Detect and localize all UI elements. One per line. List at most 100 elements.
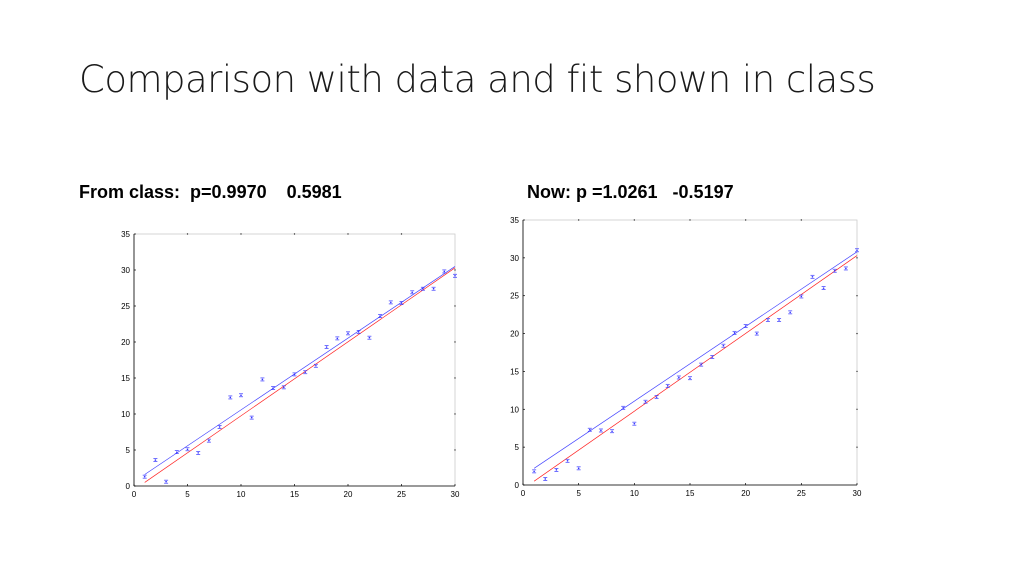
left-fit-line-red xyxy=(144,267,456,483)
left-x-tick-label: 0 xyxy=(132,490,137,499)
right-data-point xyxy=(543,477,548,481)
left-plot-frame xyxy=(133,233,456,487)
left-data-point xyxy=(378,314,383,318)
left-data-point xyxy=(346,331,350,336)
left-data-point xyxy=(367,335,372,340)
right-data-point xyxy=(732,330,737,335)
right-data-point xyxy=(743,324,748,328)
right-data-point xyxy=(855,248,859,253)
left-y-tick-label: 10 xyxy=(121,410,130,419)
left-x-tick-label: 15 xyxy=(290,490,299,499)
right-data-point xyxy=(821,286,826,290)
left-data-point xyxy=(217,425,222,429)
left-data-point xyxy=(442,269,447,274)
right-fit-line-blue xyxy=(533,251,858,469)
left-x-tick-label: 5 xyxy=(185,490,190,499)
right-x-tick-label: 20 xyxy=(741,489,750,498)
left-data-point xyxy=(399,301,404,305)
right-data-point xyxy=(532,469,537,474)
right-plot-frame xyxy=(522,219,858,486)
left-data-point xyxy=(281,385,286,390)
left-data-point xyxy=(239,393,243,398)
left-data-point xyxy=(249,415,254,420)
right-data-point xyxy=(665,383,670,388)
left-y-tick-label: 15 xyxy=(121,374,130,383)
left-y-tick-label: 20 xyxy=(121,338,130,347)
right-fit-line-red xyxy=(533,255,858,482)
left-top-tick-mark xyxy=(347,233,349,235)
right-data-point xyxy=(788,310,793,315)
left-top-tick-mark xyxy=(293,233,296,235)
left-x-tick-label: 20 xyxy=(344,490,353,499)
left-data-point xyxy=(420,286,425,291)
left-x-tick-label: 30 xyxy=(451,490,460,499)
left-data-point xyxy=(271,386,276,390)
right-top-tick-mark xyxy=(689,219,691,221)
right-y-tick-label: 20 xyxy=(510,330,519,339)
left-fit-line-blue xyxy=(144,266,456,475)
right-y-tick-label: 25 xyxy=(510,292,519,301)
right-right-tick-mark xyxy=(856,257,858,259)
left-data-point xyxy=(174,450,179,455)
right-x-tick-label: 15 xyxy=(686,489,695,498)
right-top-tick-mark xyxy=(800,219,803,221)
right-y-tick-label: 35 xyxy=(510,216,519,225)
right-data-point xyxy=(754,331,759,336)
left-y-tick-label: 25 xyxy=(121,302,130,311)
right-data-point xyxy=(832,268,837,273)
right-data-point xyxy=(643,399,648,404)
right-x-tick-label: 0 xyxy=(521,489,526,498)
right-data-point xyxy=(777,318,782,322)
left-data-point xyxy=(335,336,340,341)
slide-title: Comparison with data and fit shown in cl… xyxy=(79,58,876,101)
right-data-point xyxy=(699,362,704,367)
left-data-point xyxy=(142,474,147,479)
left-top-tick-mark xyxy=(400,233,403,235)
right-data-point xyxy=(587,427,592,432)
left-data-point xyxy=(164,479,169,484)
left-data-point xyxy=(356,330,361,334)
right-data-point xyxy=(654,395,659,400)
left-top-tick-mark xyxy=(186,233,189,235)
left-x-tick-label: 25 xyxy=(397,490,406,499)
right-top-tick-mark xyxy=(577,219,580,221)
right-y-tick-label: 30 xyxy=(510,254,519,263)
left-data-point xyxy=(260,377,265,382)
right-data-point xyxy=(565,458,570,463)
left-data-point xyxy=(206,438,211,443)
right-data-point xyxy=(676,375,681,380)
right-right-tick-mark xyxy=(856,295,858,297)
left-right-tick-mark xyxy=(454,413,456,415)
right-x-tick-label: 25 xyxy=(797,489,806,498)
left-x-tick-label: 10 xyxy=(237,490,246,499)
right-data-point xyxy=(576,466,581,471)
left-right-tick-mark xyxy=(454,269,456,271)
left-data-point xyxy=(228,395,233,400)
left-right-tick-mark xyxy=(454,377,456,379)
right-data-point xyxy=(710,355,715,359)
right-y-tick-label: 15 xyxy=(510,367,519,376)
right-y-tick-label: 10 xyxy=(510,405,519,414)
right-data-point xyxy=(598,428,603,433)
left-top-tick-mark xyxy=(240,233,242,235)
right-right-tick-mark xyxy=(856,370,858,373)
right-plot-heading: Now: p =1.0261 -0.5197 xyxy=(527,182,734,202)
right-x-tick-label: 5 xyxy=(576,489,581,498)
right-top-tick-mark xyxy=(744,219,747,221)
right-data-point xyxy=(721,343,726,348)
left-data-point xyxy=(292,372,297,377)
right-data-point xyxy=(765,318,770,322)
right-data-point xyxy=(610,429,615,434)
right-y-tick-label: 0 xyxy=(515,481,520,490)
left-plot-heading: From class: p=0.9970 0.5981 xyxy=(79,182,342,202)
right-data-point xyxy=(799,294,804,299)
left-data-point xyxy=(196,451,201,455)
left-data-point xyxy=(313,363,318,368)
left-y-tick-label: 35 xyxy=(121,230,130,239)
right-data-point xyxy=(621,405,626,410)
left-data-point xyxy=(388,300,393,305)
right-data-point xyxy=(843,266,848,271)
left-right-tick-mark xyxy=(454,449,456,451)
right-data-point xyxy=(632,421,637,426)
left-data-point xyxy=(153,458,158,462)
